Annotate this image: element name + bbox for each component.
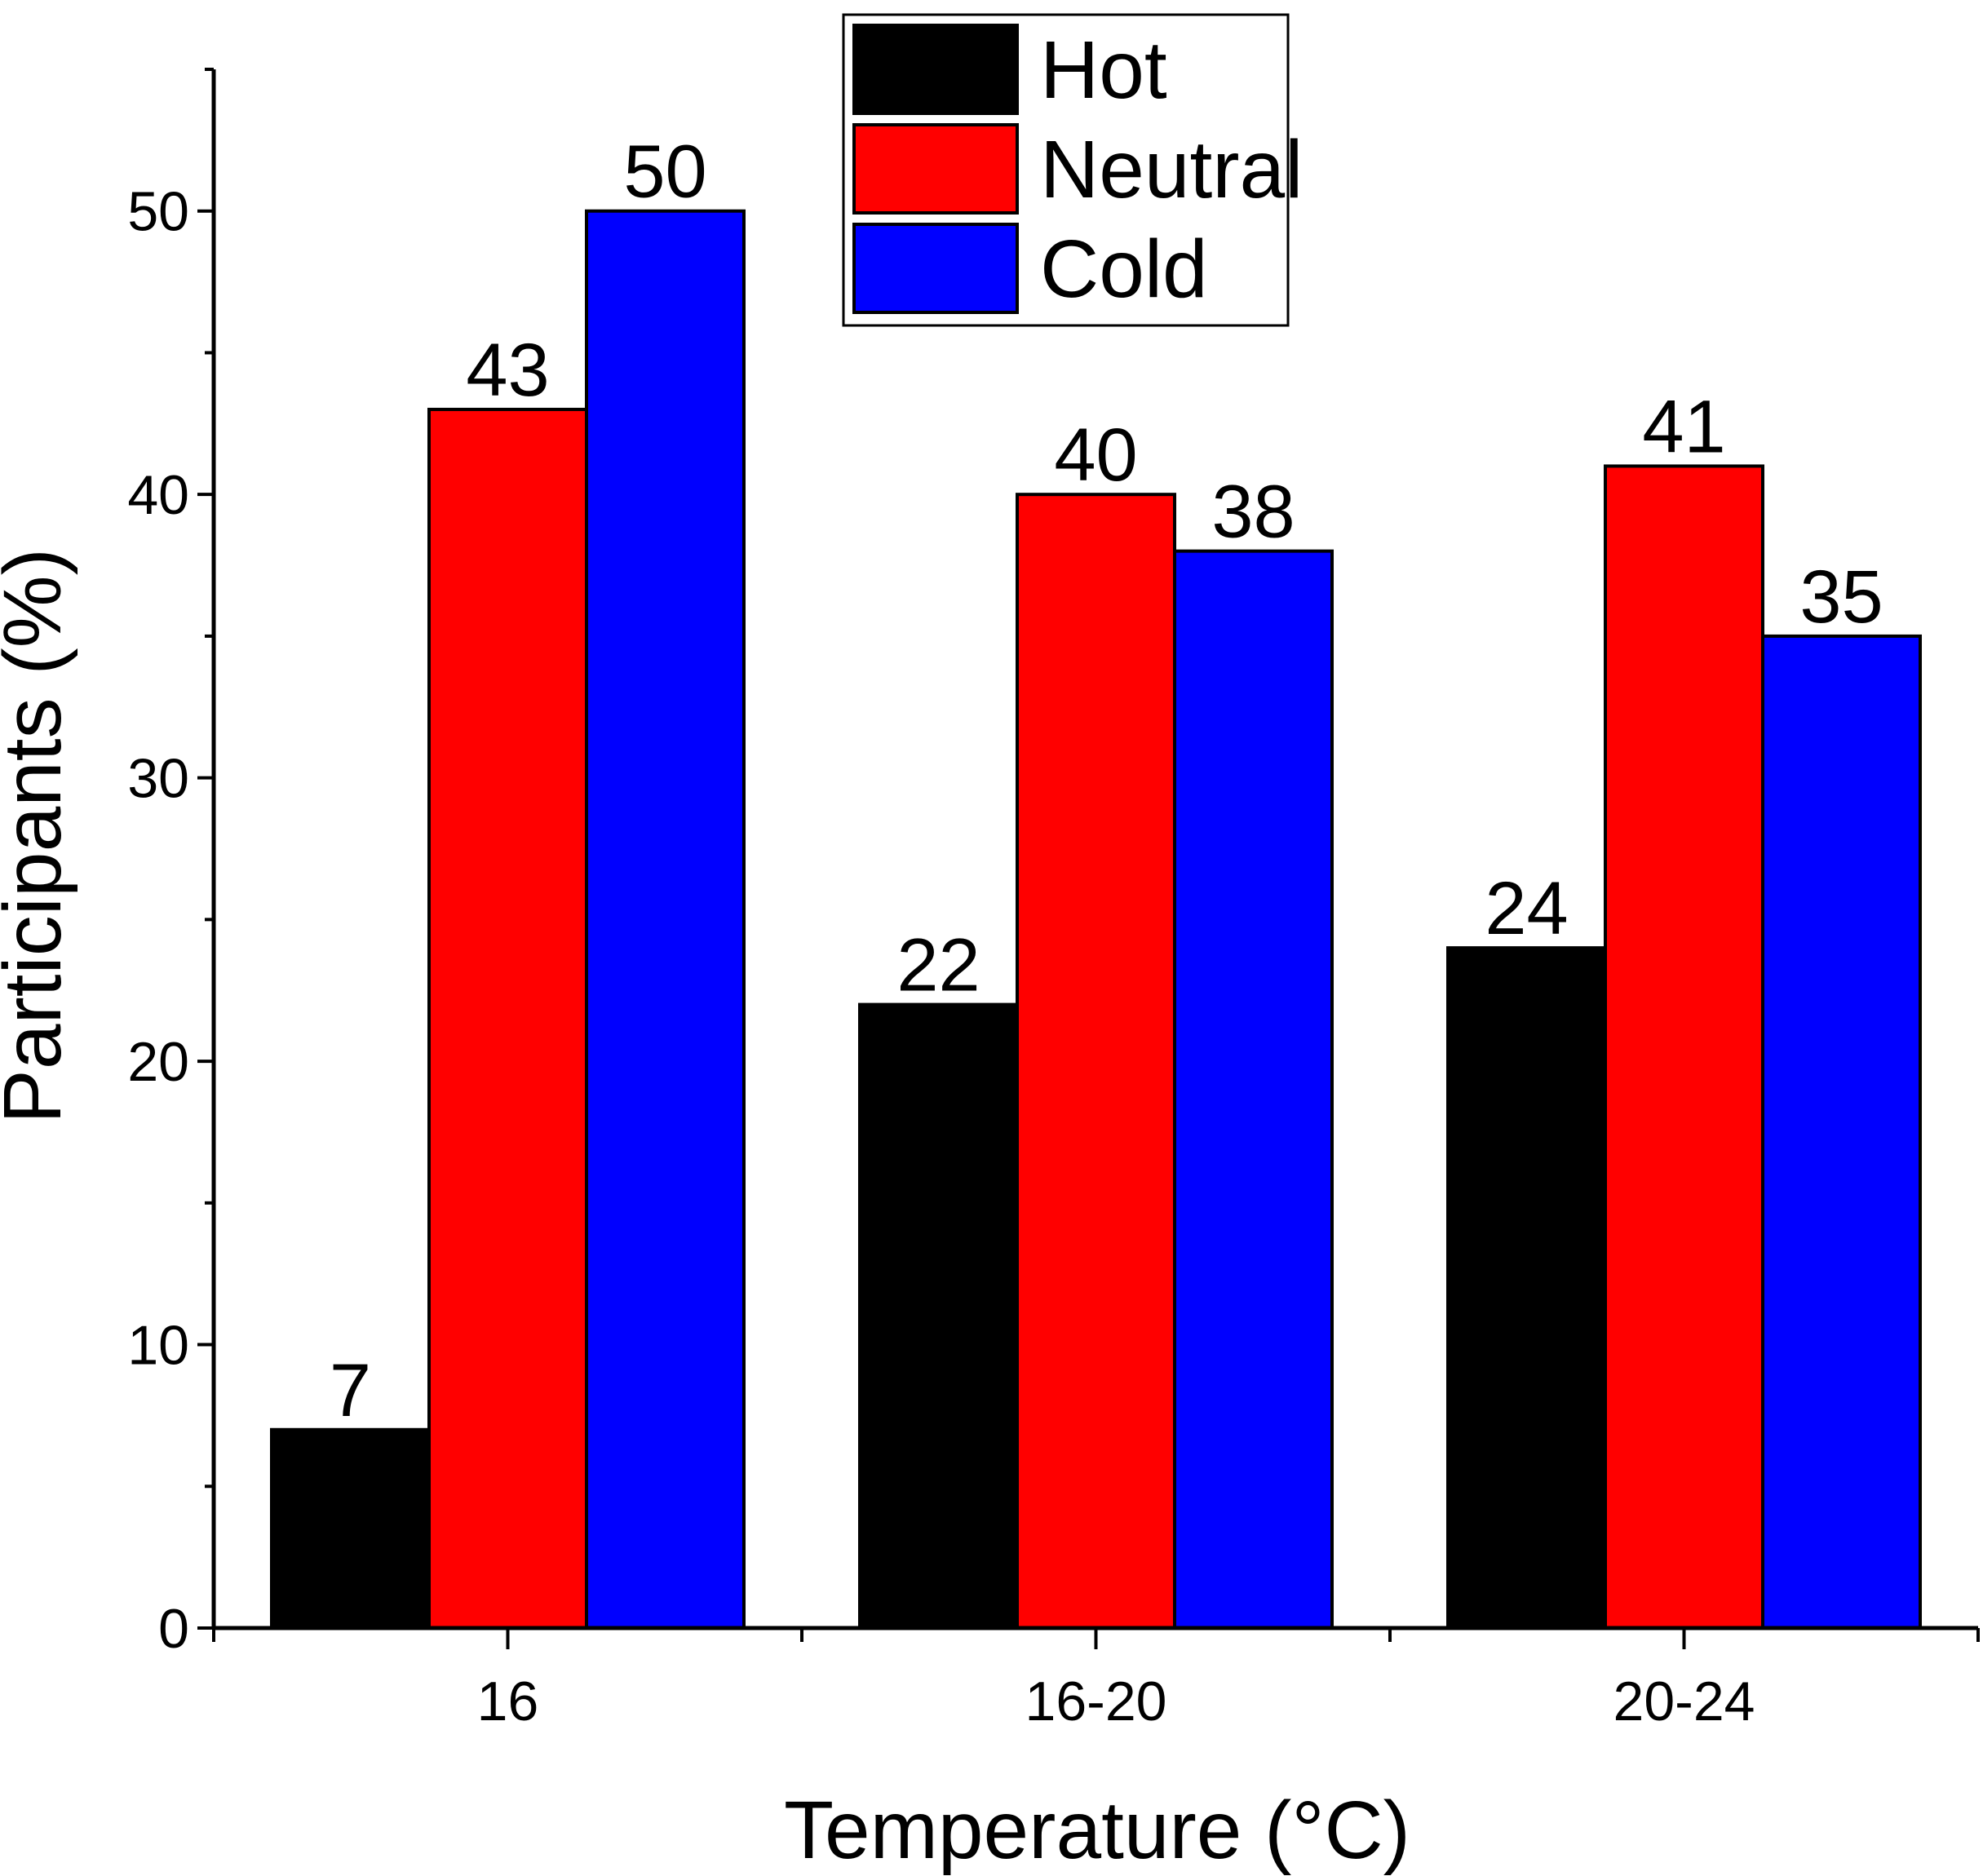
value-label-neutral-16-20: 40 [1054, 414, 1137, 497]
y-tick-label-30: 30 [127, 748, 189, 810]
x-axis-title: Temperature (°C) [784, 1785, 1410, 1876]
bar-cold-20-24 [1761, 634, 1922, 1630]
value-label-neutral-20-24: 41 [1642, 385, 1725, 468]
bar-hot-20-24 [1446, 946, 1607, 1630]
x-tick-label-16: 16 [477, 1670, 539, 1732]
bar-neutral-20-24 [1604, 464, 1764, 1630]
value-label-hot-20-24: 24 [1485, 867, 1568, 950]
y-tick-label-0: 0 [158, 1598, 189, 1660]
bar-neutral-16-20 [1016, 493, 1176, 1630]
legend-label-neutral: Neutral [1040, 124, 1303, 215]
bar-cold-16-20 [1173, 549, 1334, 1630]
value-labels-layer: 7 43 50 22 40 38 24 41 35 [330, 131, 1883, 1432]
y-tick-label-10: 10 [127, 1315, 189, 1377]
legend-label-hot: Hot [1040, 24, 1167, 116]
y-axis-title: Participants (%) [0, 548, 78, 1124]
bar-neutral-16 [427, 407, 588, 1630]
value-label-neutral-16: 43 [466, 329, 549, 412]
x-ticks-layer: 16 16-20 20-24 [212, 1628, 1980, 1732]
bar-hot-16-20 [858, 1002, 1019, 1630]
value-label-cold-16-20: 38 [1211, 471, 1295, 554]
legend-label-cold: Cold [1040, 223, 1208, 315]
y-tick-label-50: 50 [127, 181, 189, 243]
x-tick-label-20-24: 20-24 [1613, 1670, 1755, 1732]
value-label-cold-16: 50 [623, 131, 706, 214]
y-tick-label-40: 40 [127, 464, 189, 526]
x-tick-label-16-20: 16-20 [1025, 1670, 1167, 1732]
legend-swatch-neutral [852, 123, 1019, 215]
value-label-hot-16-20: 22 [896, 924, 980, 1007]
bars-layer [270, 209, 1922, 1630]
legend-swatch-hot [852, 24, 1019, 115]
y-ticks-layer: 0 10 20 30 40 50 [127, 68, 214, 1660]
y-tick-label-20: 20 [127, 1031, 189, 1093]
legend-swatch-cold [852, 223, 1019, 314]
value-label-cold-20-24: 35 [1799, 555, 1883, 639]
bar-hot-16 [270, 1427, 431, 1630]
bar-cold-16 [585, 209, 746, 1630]
value-label-hot-16: 7 [330, 1349, 371, 1432]
